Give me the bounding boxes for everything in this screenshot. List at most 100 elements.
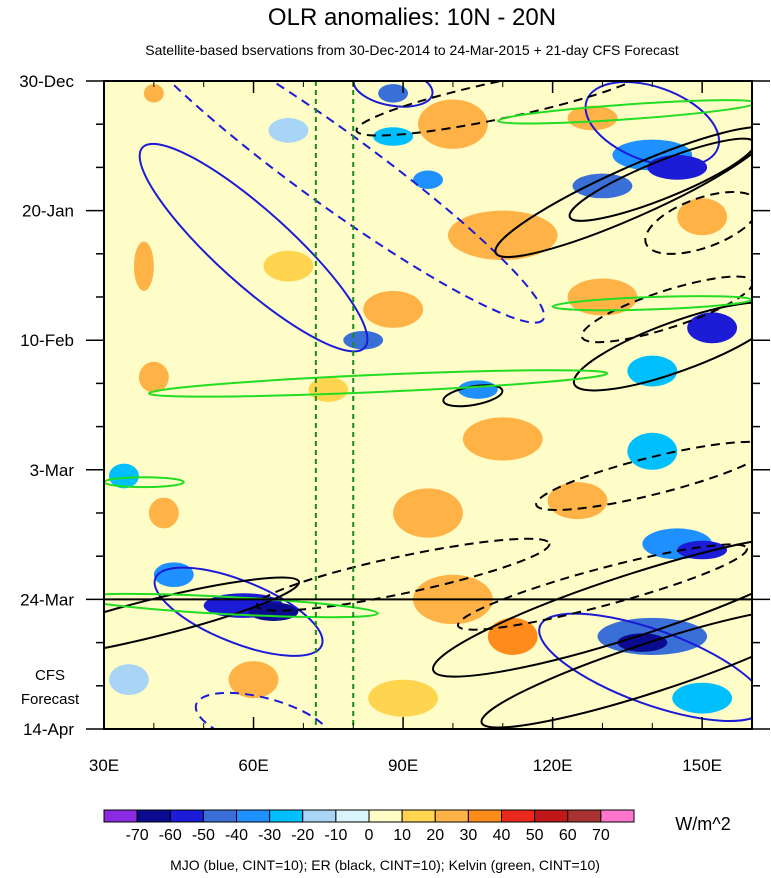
anomaly-cell <box>133 241 154 291</box>
anomaly-cell <box>143 84 164 103</box>
anomaly-cell <box>343 330 384 350</box>
y-tick-label: 3-Mar <box>30 461 75 480</box>
colorbar-swatch <box>467 809 502 823</box>
y-tick-label: 10-Feb <box>20 331 74 350</box>
colorbar-swatch <box>169 809 204 823</box>
kelvin-contour <box>497 99 752 125</box>
colorbar-label: -50 <box>192 827 215 844</box>
anomaly-cell <box>108 463 139 489</box>
colorbar: -70 -60 -50 -40 -30 -20 -10 0 10 20 30 40 50 60 70 <box>103 809 635 844</box>
er-contour <box>456 543 748 631</box>
colorbar-label: -10 <box>324 827 347 844</box>
colorbar-swatch <box>335 809 370 823</box>
anomaly-cell <box>108 664 149 696</box>
anomaly-cell <box>153 562 194 588</box>
anomaly-cell <box>228 661 279 699</box>
x-tick-label: 90E <box>388 756 418 775</box>
mjo-contour <box>121 81 546 324</box>
er-contour <box>644 191 752 255</box>
anomaly-cell <box>148 497 179 529</box>
colorbar-label: -30 <box>258 827 281 844</box>
axes: 30E 60E 90E 120E 150E 30-Dec 20-Jan 10-Feb 3-Mar… <box>19 72 770 775</box>
kelvin-contour <box>148 369 609 398</box>
colorbar-label: -60 <box>159 827 182 844</box>
mjo-contour <box>538 612 752 722</box>
anomaly-cell <box>138 361 169 393</box>
kelvin-contour <box>104 592 379 619</box>
anomaly-cell <box>462 417 543 461</box>
anomaly-cell <box>457 380 498 399</box>
anomaly-cell <box>687 312 738 344</box>
colorbar-label: 60 <box>559 827 577 844</box>
er-contour <box>572 301 752 392</box>
wave-contours <box>104 81 752 729</box>
plot-frame <box>103 80 753 730</box>
mjo-contour <box>584 81 721 168</box>
kelvin-contour <box>104 476 185 489</box>
anomaly-cell <box>373 127 414 146</box>
forecast-label-line1: CFS <box>35 667 65 684</box>
colorbar-swatch <box>534 809 569 823</box>
colorbar-units: W/m^2 <box>675 814 730 834</box>
anomaly-cell <box>393 488 463 538</box>
colorbar-label: 20 <box>426 827 444 844</box>
colorbar-swatch <box>269 809 304 823</box>
anomaly-cell <box>268 118 309 143</box>
anomaly-cell <box>547 482 608 520</box>
y-tick-label: 30-Dec <box>19 72 74 91</box>
y-tick-label: 14-Apr <box>23 720 74 739</box>
colorbar-label: 40 <box>493 827 511 844</box>
anomaly-cell <box>363 290 424 328</box>
er-contour <box>494 126 752 258</box>
colorbar-label: 0 <box>365 827 374 844</box>
x-tick-label: 120E <box>533 756 573 775</box>
y-tick-label: 24-Mar <box>20 590 74 609</box>
er-contour <box>535 440 752 512</box>
colorbar-swatch <box>501 809 536 823</box>
colorbar-label: -40 <box>225 827 248 844</box>
x-tick-label: 30E <box>89 756 119 775</box>
anomaly-cell <box>418 99 488 149</box>
forecast-label-line2: Forecast <box>21 691 80 708</box>
colorbar-swatch <box>202 809 237 823</box>
colorbar-swatch <box>136 809 171 823</box>
colorbar-label: 50 <box>526 827 544 844</box>
mjo-contour <box>138 142 369 353</box>
er-contour <box>580 275 752 344</box>
colorbar-swatch <box>434 809 469 823</box>
colorbar-swatch <box>368 809 403 823</box>
er-contour <box>480 606 752 729</box>
colorbar-label: 30 <box>459 827 477 844</box>
anomaly-cell <box>263 250 314 282</box>
er-contour <box>568 137 752 222</box>
anomaly-cell <box>567 278 638 316</box>
colorbar-swatch <box>103 809 138 823</box>
er-contour <box>432 533 752 678</box>
y-tick-label: 20-Jan <box>22 202 74 221</box>
colorbar-label: 10 <box>393 827 411 844</box>
colorbar-swatch <box>236 809 271 823</box>
chart-title: OLR anomalies: 10N - 20N <box>268 4 556 31</box>
colorbar-swatch <box>600 809 635 823</box>
anomaly-cell <box>672 682 733 714</box>
colorbar-swatch <box>302 809 337 823</box>
mjo-contour <box>194 691 333 729</box>
anomaly-cell <box>368 679 438 717</box>
colorbar-swatch <box>567 809 602 823</box>
colorbar-label: -20 <box>291 827 314 844</box>
mjo-contour <box>153 566 324 657</box>
anomaly-cell <box>627 432 678 470</box>
colorbar-swatch <box>401 809 436 823</box>
anomaly-cell <box>677 198 728 236</box>
x-tick-label: 150E <box>682 756 722 775</box>
reference-lines <box>104 81 752 729</box>
anomaly-cell <box>308 377 349 402</box>
colorbar-label: 70 <box>592 827 610 844</box>
anomaly-cell <box>447 210 558 260</box>
anomaly-cell <box>378 84 409 103</box>
x-tick-label: 60E <box>238 756 268 775</box>
anomaly-cell <box>617 633 668 652</box>
anomaly-cell <box>567 105 618 131</box>
mjo-contour <box>352 81 434 108</box>
